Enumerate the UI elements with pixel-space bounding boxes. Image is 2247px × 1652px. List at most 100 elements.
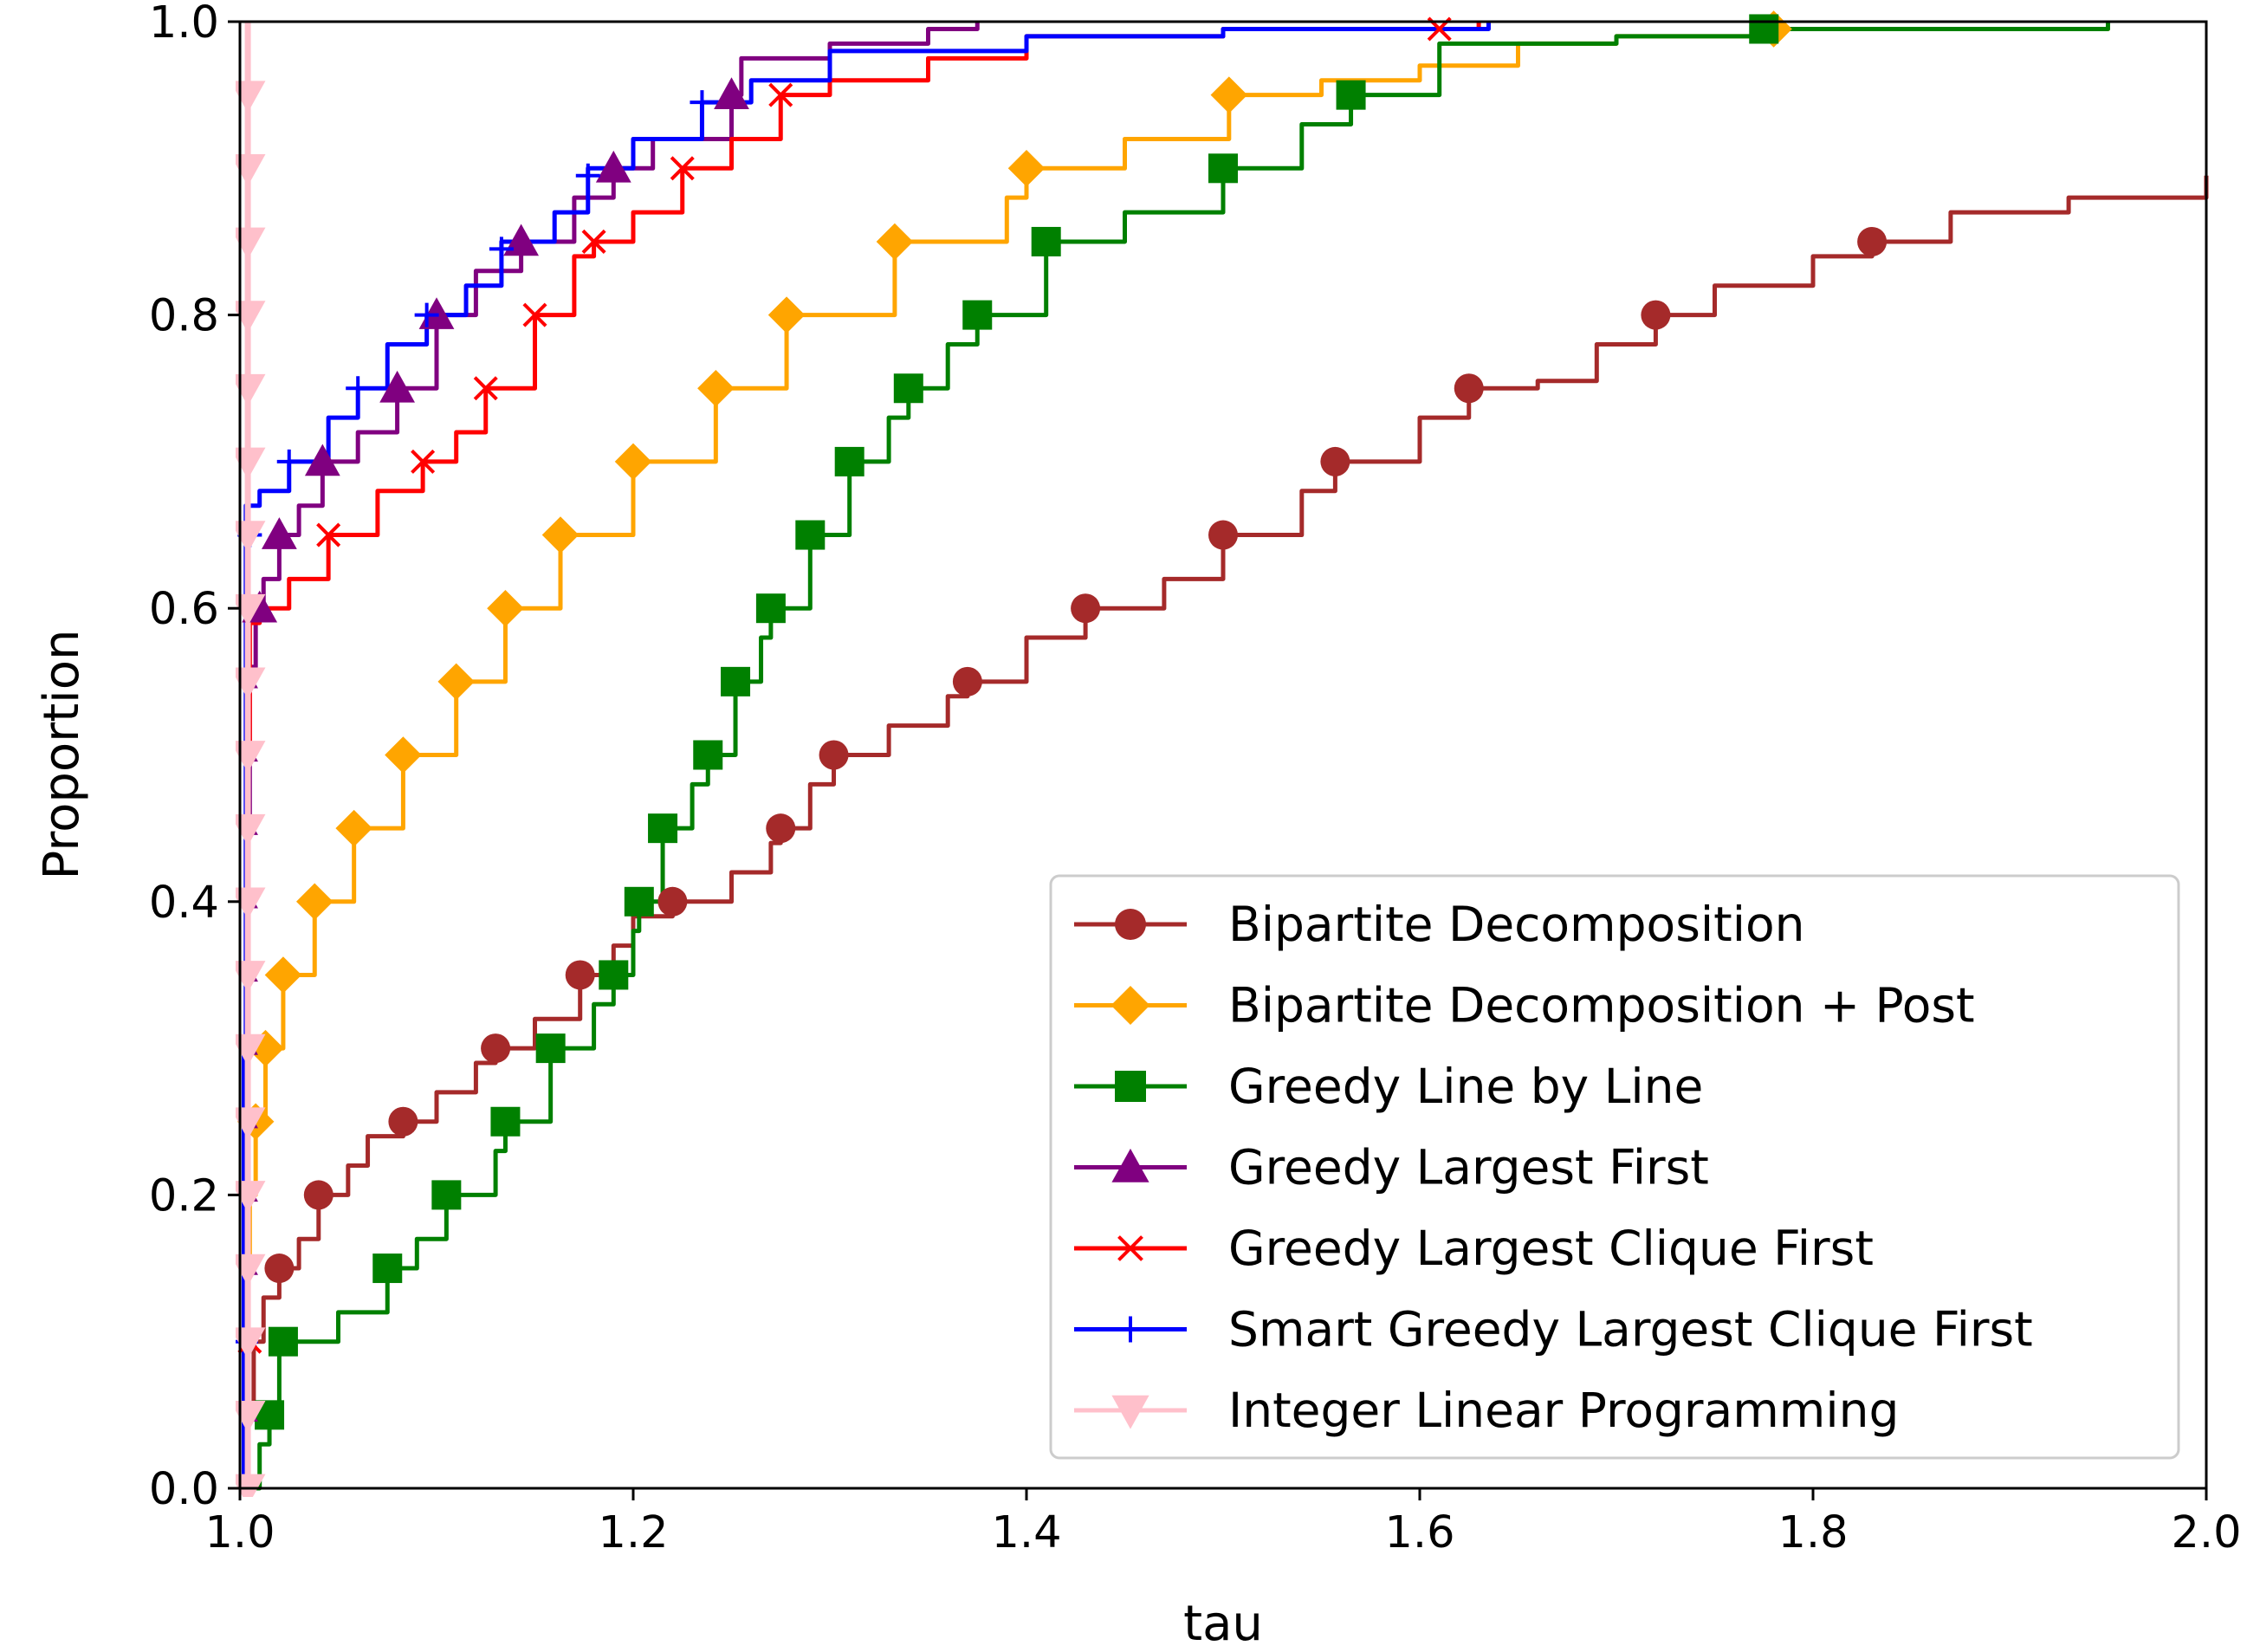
data-marker bbox=[236, 1181, 266, 1213]
data-marker bbox=[490, 1106, 521, 1137]
y-tick-label: 0.0 bbox=[149, 1464, 219, 1515]
x-tick-label: 2.0 bbox=[2171, 1507, 2241, 1558]
data-marker bbox=[236, 593, 266, 626]
x-tick-label: 1.8 bbox=[1778, 1507, 1848, 1558]
data-marker bbox=[236, 813, 266, 846]
legend-label: Smart Greedy Largest Clique First bbox=[1228, 1302, 2033, 1357]
data-marker bbox=[522, 302, 547, 327]
legend-label: Bipartite Decomposition + Post bbox=[1228, 978, 1975, 1033]
y-tick-label: 0.6 bbox=[149, 584, 219, 635]
data-marker bbox=[262, 517, 297, 549]
data-marker bbox=[236, 1327, 266, 1360]
data-marker bbox=[236, 961, 266, 993]
legend-entry: Integer Linear Programming bbox=[1074, 1383, 1899, 1438]
x-tick-label: 1.0 bbox=[204, 1507, 275, 1558]
data-marker bbox=[893, 373, 923, 404]
data-marker bbox=[1641, 300, 1671, 330]
data-marker bbox=[599, 960, 629, 990]
y-tick-label: 0.8 bbox=[149, 291, 219, 342]
data-marker bbox=[595, 150, 631, 183]
x-tick-label: 1.4 bbox=[991, 1507, 1061, 1558]
data-marker bbox=[236, 227, 266, 260]
data-marker bbox=[236, 887, 266, 920]
data-marker bbox=[335, 809, 372, 847]
x-tick-label: 1.2 bbox=[598, 1507, 668, 1558]
legend-entry: Greedy Largest Clique First bbox=[1074, 1221, 1874, 1276]
data-marker bbox=[690, 90, 715, 115]
x-axis: 1.0 1.2 1.4 1.6 1.8 2.0 bbox=[204, 1488, 2242, 1558]
data-marker bbox=[721, 666, 751, 696]
legend-marker bbox=[1111, 986, 1150, 1025]
data-marker bbox=[614, 443, 652, 481]
legend-marker bbox=[1111, 1148, 1149, 1182]
data-marker bbox=[755, 593, 786, 624]
data-marker bbox=[581, 229, 606, 254]
data-marker bbox=[1454, 373, 1484, 404]
data-marker bbox=[693, 740, 723, 770]
legend-entry: Greedy Largest First bbox=[1074, 1140, 1709, 1195]
data-marker bbox=[1031, 226, 1061, 256]
data-marker bbox=[648, 813, 678, 844]
data-marker bbox=[481, 1033, 511, 1064]
legend-entry: Bipartite Decomposition bbox=[1074, 897, 1804, 952]
data-marker bbox=[1857, 226, 1888, 256]
data-marker bbox=[1071, 593, 1101, 624]
y-tick-label: 1.0 bbox=[149, 0, 219, 49]
data-marker bbox=[834, 446, 864, 476]
data-marker bbox=[296, 883, 333, 921]
data-marker bbox=[657, 886, 688, 917]
data-marker bbox=[1320, 446, 1350, 476]
data-marker bbox=[767, 296, 806, 334]
data-marker bbox=[236, 81, 266, 113]
data-marker bbox=[819, 740, 849, 770]
data-marker bbox=[473, 376, 498, 401]
data-marker bbox=[431, 1180, 462, 1210]
series-line bbox=[240, 22, 2110, 1491]
data-marker bbox=[346, 376, 371, 401]
legend-entry: Smart Greedy Largest Clique First bbox=[1074, 1302, 2033, 1357]
data-marker bbox=[697, 370, 735, 407]
data-marker bbox=[268, 1326, 298, 1357]
data-marker bbox=[795, 520, 826, 550]
legend-marker bbox=[1115, 1071, 1146, 1102]
legend-entry: Greedy Line by Line bbox=[1074, 1059, 1703, 1114]
data-marker bbox=[236, 1474, 266, 1497]
data-marker bbox=[766, 813, 796, 844]
data-marker bbox=[575, 163, 600, 188]
data-marker bbox=[876, 223, 914, 261]
legend-marker bbox=[1111, 1395, 1149, 1429]
data-marker bbox=[236, 1254, 266, 1286]
y-axis: 0.0 0.2 0.4 0.6 0.8 1.0 bbox=[149, 0, 240, 1515]
legend: Bipartite Decomposition Bipartite Decompo… bbox=[1049, 874, 2180, 1460]
data-marker bbox=[670, 156, 695, 181]
data-marker bbox=[624, 886, 654, 917]
data-marker bbox=[236, 1107, 266, 1140]
data-marker bbox=[411, 449, 436, 474]
legend-box bbox=[1049, 874, 2180, 1460]
legend-label: Bipartite Decomposition bbox=[1228, 897, 1804, 952]
legend-label: Greedy Largest First bbox=[1228, 1140, 1709, 1195]
y-axis-label: Proportion bbox=[34, 630, 90, 880]
plot-frame bbox=[238, 20, 2208, 1490]
legend-label: Greedy Line by Line bbox=[1228, 1059, 1703, 1114]
data-marker bbox=[316, 522, 341, 547]
data-marker bbox=[372, 1254, 403, 1284]
data-marker bbox=[236, 301, 266, 333]
data-marker bbox=[1336, 80, 1366, 110]
legend-marker bbox=[1117, 1316, 1143, 1343]
legend-label: Integer Linear Programming bbox=[1228, 1383, 1899, 1438]
series-line bbox=[240, 22, 1491, 1491]
data-marker bbox=[535, 1033, 566, 1064]
legend-marker bbox=[1117, 1235, 1143, 1261]
data-marker bbox=[304, 444, 340, 476]
legend-entry: Bipartite Decomposition + Post bbox=[1074, 978, 1975, 1033]
data-marker bbox=[1208, 153, 1238, 184]
data-marker bbox=[236, 741, 266, 773]
data-marker bbox=[1208, 520, 1238, 550]
data-marker bbox=[437, 663, 475, 701]
series-line bbox=[240, 175, 2209, 1491]
legend-label: Greedy Largest Clique First bbox=[1228, 1221, 1874, 1276]
data-marker bbox=[714, 77, 749, 109]
data-marker bbox=[385, 736, 422, 774]
